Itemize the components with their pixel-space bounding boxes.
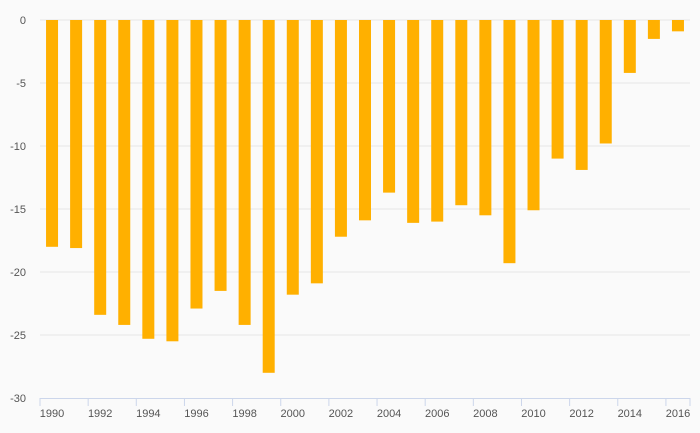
bar-1999[interactable]: [262, 20, 275, 373]
bar-1997[interactable]: [214, 20, 227, 291]
bar-2001[interactable]: [310, 20, 323, 284]
bar-1992[interactable]: [94, 20, 107, 315]
bar-1990[interactable]: [46, 20, 59, 247]
x-tick-label: 2006: [425, 408, 449, 420]
y-tick-label: -20: [10, 267, 26, 279]
x-tick-label: 1998: [232, 408, 256, 420]
bar-2014[interactable]: [623, 20, 636, 73]
x-tick-label: 2010: [521, 408, 545, 420]
bar-1996[interactable]: [190, 20, 203, 309]
bar-series: [46, 20, 684, 373]
bar-2015[interactable]: [647, 20, 660, 39]
y-tick-label: -30: [10, 393, 26, 405]
x-tick-label: 1994: [136, 408, 160, 420]
bar-2013[interactable]: [599, 20, 612, 144]
x-tick-label: 2014: [618, 408, 642, 420]
bar-2011[interactable]: [551, 20, 564, 159]
bar-2006[interactable]: [431, 20, 444, 222]
bar-1993[interactable]: [118, 20, 131, 325]
y-tick-label: -10: [10, 141, 26, 153]
y-tick-label: -25: [10, 330, 26, 342]
bar-2005[interactable]: [407, 20, 420, 223]
y-tick-label: -5: [16, 78, 26, 90]
x-tick-label: 2004: [377, 408, 401, 420]
bar-2004[interactable]: [383, 20, 396, 193]
bar-2008[interactable]: [479, 20, 492, 216]
bar-2007[interactable]: [455, 20, 468, 206]
bar-2002[interactable]: [334, 20, 347, 237]
y-axis-tick-labels: 0 -5 -10 -15 -20 -25 -30: [10, 15, 26, 405]
x-tick-label: 1992: [88, 408, 112, 420]
y-tick-label: -15: [10, 204, 26, 216]
bar-1998[interactable]: [238, 20, 251, 325]
x-axis: 1990 1992 1994 1996 1998 2000 2002 2004 2006 2008…: [39, 398, 691, 420]
x-tick-label: 2016: [666, 408, 690, 420]
bar-1995[interactable]: [166, 20, 179, 342]
x-tick-label: 2012: [569, 408, 593, 420]
bar-2003[interactable]: [359, 20, 371, 221]
bar-2009[interactable]: [503, 20, 516, 264]
x-tick-label: 2000: [281, 408, 305, 420]
x-tick-label: 2002: [329, 408, 353, 420]
bar-2010[interactable]: [527, 20, 540, 211]
bar-1994[interactable]: [142, 20, 155, 339]
bar-1991[interactable]: [70, 20, 83, 249]
y-tick-label: 0: [20, 15, 26, 27]
x-tick-label: 2008: [473, 408, 497, 420]
x-tick-label: 1990: [40, 408, 64, 420]
bar-2016[interactable]: [671, 20, 684, 32]
x-tick-label: 1996: [184, 408, 208, 420]
bar-2000[interactable]: [286, 20, 299, 295]
bar-2012[interactable]: [575, 20, 588, 170]
